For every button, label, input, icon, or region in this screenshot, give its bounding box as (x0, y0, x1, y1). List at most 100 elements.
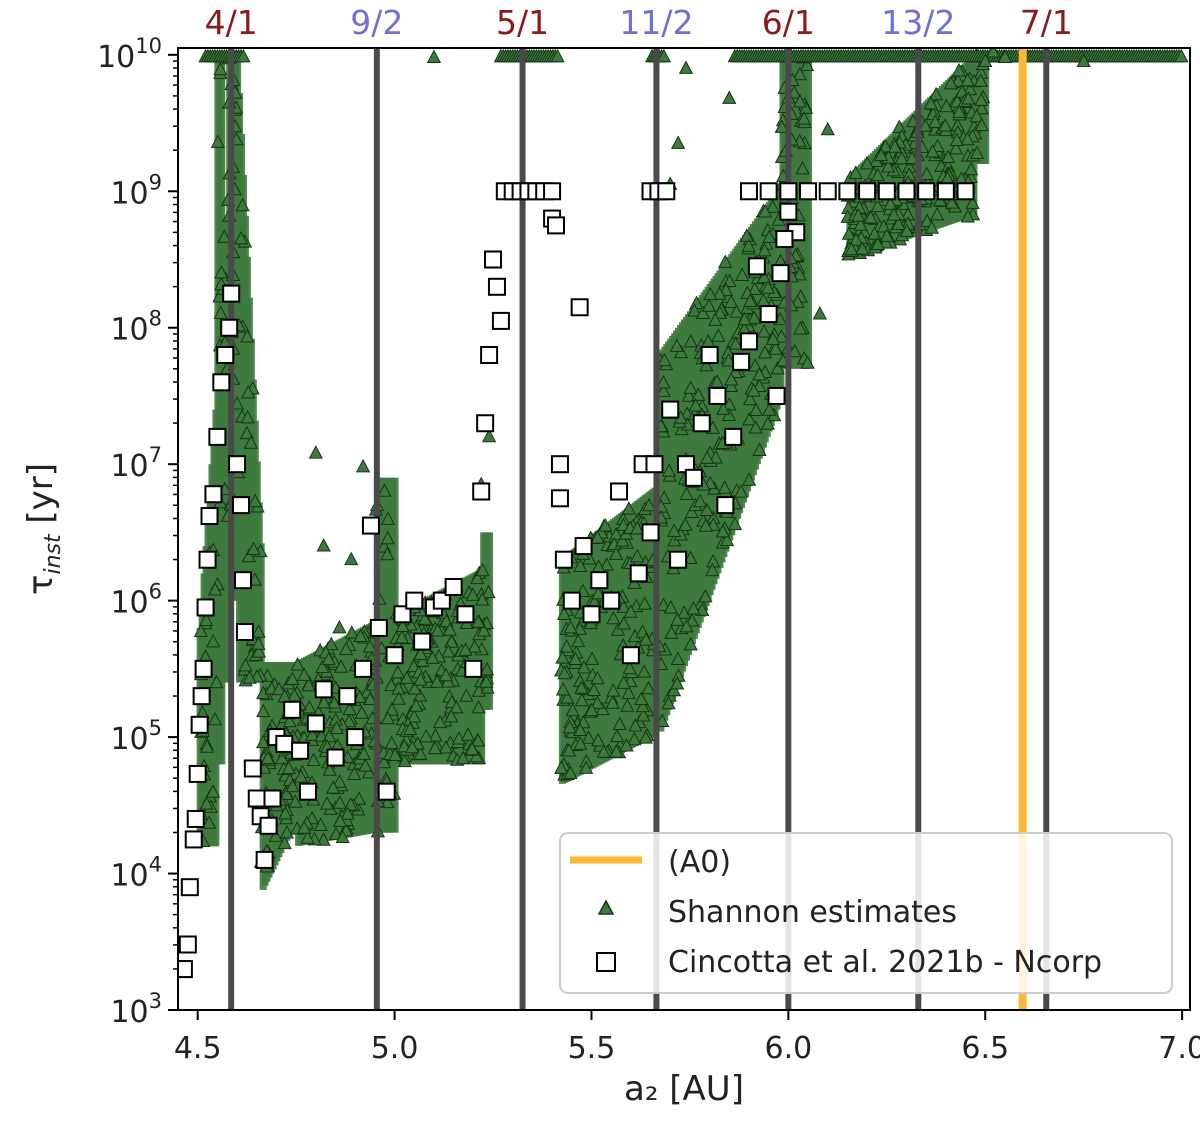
shannon-point (239, 425, 255, 440)
shannon-point (657, 352, 672, 367)
shannon-point (608, 526, 624, 541)
ncorp-point (858, 182, 877, 201)
shannon-point (627, 731, 642, 746)
shannon-point (969, 108, 984, 123)
ncorp-point (235, 623, 254, 642)
shannon-point (870, 167, 885, 182)
shannon-point (752, 442, 767, 456)
shannon-point (403, 721, 418, 735)
shannon-point (918, 118, 933, 132)
shannon-point (656, 383, 671, 397)
x-tick-label: 7.0 (1158, 1031, 1200, 1066)
ncorp-point (775, 230, 794, 249)
x-tick-label: 5.0 (371, 1031, 419, 1066)
shannon-point (206, 633, 221, 648)
shannon-point (199, 612, 214, 626)
x-axis-label: a₂ [AU] (624, 1069, 744, 1109)
shannon-point (863, 210, 878, 224)
shannon-point (728, 336, 743, 350)
shannon-point (340, 806, 355, 820)
shannon-point (670, 676, 685, 690)
shannon-point (207, 711, 223, 726)
shannon-point (684, 613, 700, 627)
shannon-point (458, 642, 473, 656)
shannon-point (686, 601, 701, 615)
shannon-point (316, 537, 331, 552)
shannon-point (1174, 48, 1189, 63)
shannon-point (238, 657, 253, 672)
shannon-point (279, 786, 294, 800)
legend-shannon-swatch (597, 899, 615, 915)
ncorp-point (550, 489, 569, 508)
ncorp-point (200, 507, 219, 526)
shannon-point (621, 685, 636, 700)
ncorp-point (610, 482, 629, 501)
shannon-point (899, 223, 914, 237)
shannon-point (352, 689, 367, 704)
shannon-point (377, 483, 392, 497)
shannon-point (747, 358, 763, 372)
shannon-point (415, 653, 430, 667)
shannon-point (322, 762, 337, 776)
shannon-point (703, 286, 718, 301)
shannon-point (663, 600, 678, 614)
shannon-point (571, 633, 586, 648)
shannon-point (859, 155, 875, 170)
shannon-point (557, 665, 572, 680)
shannon-point (724, 371, 739, 386)
ncorp-point (393, 605, 412, 624)
shannon-point (278, 805, 293, 820)
shannon-point (316, 832, 331, 846)
ncorp-point (641, 523, 660, 542)
shannon-point (683, 636, 698, 651)
shannon-point (332, 619, 347, 634)
shannon-point (559, 639, 574, 653)
shannon-point (322, 728, 337, 743)
shannon-point (391, 691, 406, 705)
ncorp-point (275, 734, 294, 753)
shannon-point (641, 680, 656, 695)
y-tick-label: 108 (110, 307, 162, 348)
shannon-point (757, 345, 773, 359)
shannon-point (293, 769, 309, 783)
shannon-point (698, 588, 713, 603)
shannon-point (623, 604, 638, 618)
shannon-point (928, 114, 943, 128)
shannon-point (438, 667, 454, 682)
ncorp-point (346, 728, 365, 747)
ncorp-point (629, 564, 648, 583)
ncorp-point (369, 618, 388, 637)
shannon-point (555, 682, 571, 696)
ncorp-point (196, 598, 215, 617)
ncorp-point (936, 182, 955, 201)
shannon-point (202, 815, 217, 829)
shannon-point (679, 618, 694, 633)
shannon-point (699, 357, 714, 372)
shannon-point (774, 329, 789, 343)
shannon-point (951, 62, 967, 77)
shannon-point (963, 161, 979, 176)
shannon-point (883, 196, 898, 210)
shannon-point (288, 794, 303, 808)
shannon-point (891, 216, 906, 230)
shannon-point (698, 518, 713, 532)
shannon-point (878, 138, 893, 153)
shannon-point (470, 733, 486, 747)
shannon-point (455, 750, 471, 765)
shannon-point (616, 616, 631, 630)
ncorp-point (192, 687, 211, 706)
shannon-point (757, 204, 773, 218)
shannon-point (887, 139, 903, 153)
shannon-point (609, 728, 625, 743)
shannon-point (199, 739, 215, 753)
shannon-point (695, 305, 711, 319)
shannon-point (573, 558, 588, 572)
shannon-point (246, 541, 261, 556)
shannon-point (747, 281, 763, 295)
shannon-point (556, 606, 572, 621)
shannon-point (590, 530, 605, 544)
shannon-point (479, 674, 494, 688)
shannon-point (881, 159, 896, 173)
shannon-point (940, 149, 956, 164)
